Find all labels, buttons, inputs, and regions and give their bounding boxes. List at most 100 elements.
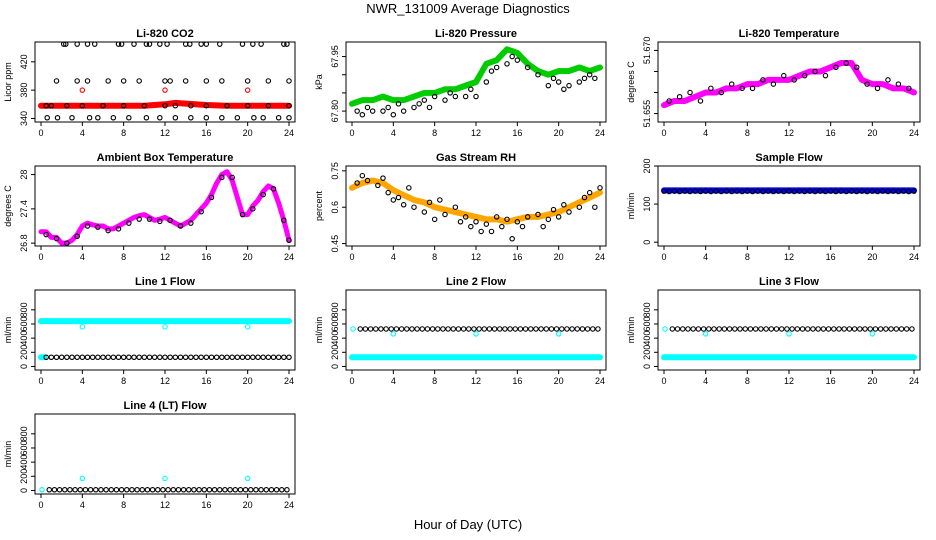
data-point [491,326,498,332]
y-tick-label: 800 [330,302,340,317]
data-point [426,199,433,206]
data-point [590,326,596,332]
data-point [462,93,469,100]
data-point [234,115,241,121]
data-point [258,487,264,493]
chart-title: Sample Flow [755,152,823,164]
data-point [126,354,132,361]
data-point [115,42,122,47]
data-point [100,102,106,109]
data-point [737,326,743,332]
data-point [595,326,601,332]
data-point [250,354,256,361]
x-tick-label: 12 [471,252,481,262]
x-tick-label: 8 [121,252,126,262]
data-point [466,326,472,332]
data-point [676,93,683,100]
y-axis-label: ml/min [3,441,13,468]
data-point [48,354,55,361]
data-point [281,354,287,361]
data-point [404,326,410,332]
data-point [250,42,256,47]
page-title: NWR_131009 Average Diagnostics [366,1,570,16]
data-point [120,102,127,109]
y-tick-label: 200 [330,345,340,360]
data-point [115,354,122,361]
x-tick-label: 24 [284,128,294,138]
data-point [843,60,850,66]
data-point [359,172,366,179]
data-point [833,64,839,71]
data-point [885,77,891,83]
data-point [86,115,93,121]
x-tick-label: 16 [512,252,522,262]
data-point [53,235,60,242]
y-tick-label: 420 [19,54,29,69]
x-tick-label: 4 [703,376,708,386]
data-point [669,326,676,332]
data-point [455,326,462,332]
x-tick-label: 24 [595,376,605,386]
x-tick-label: 16 [201,128,211,138]
data-point [429,326,436,332]
data-point [409,326,415,332]
data-point [193,354,199,361]
y-axis-label: ml/min [3,317,13,344]
data-point [67,487,73,493]
data-point [43,354,49,361]
data-point [697,188,704,195]
data-point [791,188,797,195]
data-point [219,174,225,181]
data-point [843,188,850,195]
x-axis-title: Hour of Day (UTC) [413,517,523,532]
chart-panel: Li-820 Temperature degrees C 0 4 8 12 16 20 24 51… [626,28,921,138]
data-point [63,42,69,47]
x-tick-label: 20 [554,128,564,138]
x-tick-label: 24 [909,252,919,262]
data-point [43,231,49,238]
data-point [460,326,467,332]
data-point [286,237,292,244]
plot-area [661,187,917,195]
data-point [488,68,495,74]
x-tick-label: 0 [38,500,43,510]
data-point [95,354,101,361]
data-point [718,89,725,96]
y-tick-label: 27.4 [19,200,29,218]
x-tick-label: 20 [867,128,877,138]
data-point [95,115,101,121]
data-point [770,188,777,195]
data-point [566,82,572,89]
data-point [708,188,714,195]
data-point [120,354,127,361]
data-point [79,475,86,482]
x-tick-label: 24 [284,376,294,386]
data-point [224,102,230,109]
data-point [853,188,860,195]
y-tick-label: 200 [19,469,29,484]
y-tick-label: 100 [642,197,652,212]
data-point [574,326,581,332]
data-point [136,354,142,361]
data-point [95,224,101,230]
data-point [555,79,562,85]
data-point [812,188,818,195]
x-tick-label: 24 [909,128,919,138]
chart-panel: Gas Stream RH percent 0 4 8 12 16 20 24 0.45 0.6 0.… [314,152,607,262]
data-point [697,98,704,104]
data-point [732,326,738,332]
data-point [883,326,889,332]
data-point [286,102,292,109]
data-point [784,326,790,332]
data-point [555,331,562,337]
data-point [239,211,246,218]
x-tick-label: 8 [432,376,437,386]
data-point [141,102,148,109]
data-point [359,111,366,118]
x-tick-label: 20 [243,252,253,262]
data-point [853,64,860,71]
data-point [538,326,544,332]
x-tick-label: 4 [391,376,396,386]
data-point [848,188,855,194]
data-point [545,82,552,89]
